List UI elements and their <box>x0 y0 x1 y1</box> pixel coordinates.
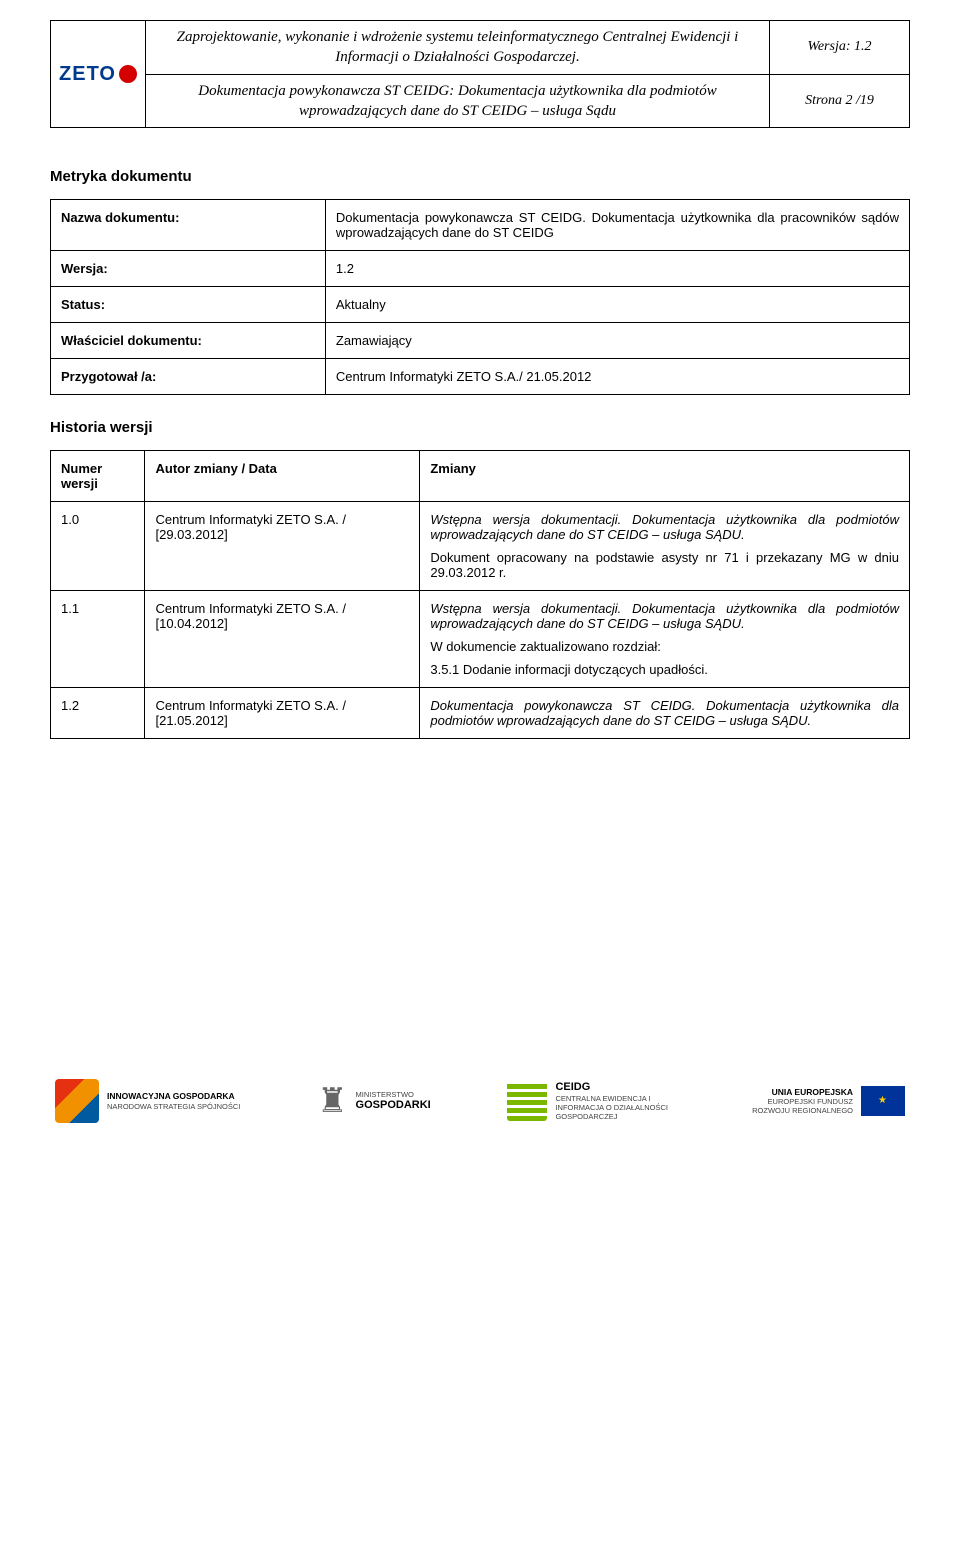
page-header: ZETO Zaprojektowanie, wykonanie i wdroże… <box>50 20 910 128</box>
ceidg-text: CEIDG CENTRALNA EWIDENCJA I INFORMACJA O… <box>555 1081 675 1121</box>
meta-name-value: Dokumentacja powykonawcza ST CEIDG. Doku… <box>325 200 909 251</box>
eu-text: UNIA EUROPEJSKA EUROPEJSKI FUNDUSZ ROZWO… <box>752 1087 853 1115</box>
ceidg-logo-icon <box>507 1081 547 1121</box>
history-row-1-c2: W dokumencie zaktualizowano rozdział: <box>430 639 899 654</box>
ceidg-sub: CENTRALNA EWIDENCJA I INFORMACJA O DZIAŁ… <box>555 1094 675 1121</box>
history-table: Numer wersji Autor zmiany / Data Zmiany … <box>50 450 910 739</box>
eu-sub1: EUROPEJSKI FUNDUSZ <box>752 1097 853 1106</box>
history-row-0-c2: Dokument opracowany na podstawie asysty … <box>430 550 899 580</box>
zeto-logo: ZETO <box>59 63 137 86</box>
ig-title: INNOWACYJNA GOSPODARKA <box>107 1091 240 1101</box>
meta-prepared-label: Przygotował /a: <box>51 359 326 395</box>
header-center-top: Zaprojektowanie, wykonanie i wdrożenie s… <box>146 21 770 75</box>
mg-eagle-icon: ♜ <box>317 1081 347 1122</box>
meta-status-value: Aktualny <box>325 287 909 323</box>
history-row-0-num: 1.0 <box>51 502 145 591</box>
history-section-title: Historia wersji <box>50 419 910 436</box>
meta-version-label: Wersja: <box>51 251 326 287</box>
header-version: Wersja: 1.2 <box>770 21 910 75</box>
footer-logo-ig: INNOWACYJNA GOSPODARKA NARODOWA STRATEGI… <box>55 1079 240 1123</box>
history-row-1-author: Centrum Informatyki ZETO S.A. / [10.04.2… <box>145 591 420 688</box>
history-head-row: Numer wersji Autor zmiany / Data Zmiany <box>51 451 910 502</box>
footer-logos: INNOWACYJNA GOSPODARKA NARODOWA STRATEGI… <box>50 1079 910 1123</box>
meta-row-prepared: Przygotował /a: Centrum Informatyki ZETO… <box>51 359 910 395</box>
history-row-2-c1: Dokumentacja powykonawcza ST CEIDG. Doku… <box>430 698 899 728</box>
history-row-2: 1.2 Centrum Informatyki ZETO S.A. / [21.… <box>51 688 910 739</box>
mg-title: MINISTERSTWO <box>356 1090 431 1099</box>
meta-row-name: Nazwa dokumentu: Dokumentacja powykonawc… <box>51 200 910 251</box>
ig-text: INNOWACYJNA GOSPODARKA NARODOWA STRATEGI… <box>107 1091 240 1110</box>
eu-sub2: ROZWOJU REGIONALNEGO <box>752 1106 853 1115</box>
header-center-bottom: Dokumentacja powykonawcza ST CEIDG: Doku… <box>146 74 770 128</box>
footer-logo-ceidg: CEIDG CENTRALNA EWIDENCJA I INFORMACJA O… <box>507 1081 675 1121</box>
meta-status-label: Status: <box>51 287 326 323</box>
history-row-1-changes: Wstępna wersja dokumentacji. Dokumentacj… <box>420 591 910 688</box>
ig-sub: NARODOWA STRATEGIA SPÓJNOŚCI <box>107 1102 240 1111</box>
history-head-num: Numer wersji <box>51 451 145 502</box>
meta-row-status: Status: Aktualny <box>51 287 910 323</box>
history-row-2-changes: Dokumentacja powykonawcza ST CEIDG. Doku… <box>420 688 910 739</box>
mg-text: MINISTERSTWO GOSPODARKI <box>356 1090 431 1112</box>
history-head-changes: Zmiany <box>420 451 910 502</box>
history-row-0-author: Centrum Informatyki ZETO S.A. / [29.03.2… <box>145 502 420 591</box>
zeto-logo-text: ZETO <box>59 63 116 86</box>
eu-flag-icon <box>861 1086 905 1116</box>
meta-row-owner: Właściciel dokumentu: Zamawiający <box>51 323 910 359</box>
meta-section-title: Metryka dokumentu <box>50 168 910 185</box>
history-row-1-c3: 3.5.1 Dodanie informacji dotyczących upa… <box>430 662 899 677</box>
footer-logo-eu: UNIA EUROPEJSKA EUROPEJSKI FUNDUSZ ROZWO… <box>752 1086 905 1116</box>
ig-logo-icon <box>55 1079 99 1123</box>
meta-name-label: Nazwa dokumentu: <box>51 200 326 251</box>
zeto-logo-dot-icon <box>119 65 137 83</box>
history-row-0-c1: Wstępna wersja dokumentacji. Dokumentacj… <box>430 512 899 542</box>
history-row-1-c1: Wstępna wersja dokumentacji. Dokumentacj… <box>430 601 899 631</box>
history-row-2-num: 1.2 <box>51 688 145 739</box>
footer-logo-mg: ♜ MINISTERSTWO GOSPODARKI <box>317 1081 431 1122</box>
meta-owner-value: Zamawiający <box>325 323 909 359</box>
history-row-0: 1.0 Centrum Informatyki ZETO S.A. / [29.… <box>51 502 910 591</box>
history-row-1-num: 1.1 <box>51 591 145 688</box>
history-head-author: Autor zmiany / Data <box>145 451 420 502</box>
meta-table: Nazwa dokumentu: Dokumentacja powykonawc… <box>50 199 910 395</box>
meta-version-value: 1.2 <box>325 251 909 287</box>
header-page: Strona 2 /19 <box>770 74 910 128</box>
mg-sub: GOSPODARKI <box>356 1099 431 1112</box>
history-row-1: 1.1 Centrum Informatyki ZETO S.A. / [10.… <box>51 591 910 688</box>
meta-prepared-value: Centrum Informatyki ZETO S.A./ 21.05.201… <box>325 359 909 395</box>
eu-title: UNIA EUROPEJSKA <box>752 1087 853 1097</box>
meta-owner-label: Właściciel dokumentu: <box>51 323 326 359</box>
history-row-0-changes: Wstępna wersja dokumentacji. Dokumentacj… <box>420 502 910 591</box>
history-row-2-author: Centrum Informatyki ZETO S.A. / [21.05.2… <box>145 688 420 739</box>
ceidg-title: CEIDG <box>555 1081 675 1094</box>
meta-row-version: Wersja: 1.2 <box>51 251 910 287</box>
header-logo-cell: ZETO <box>51 21 146 128</box>
